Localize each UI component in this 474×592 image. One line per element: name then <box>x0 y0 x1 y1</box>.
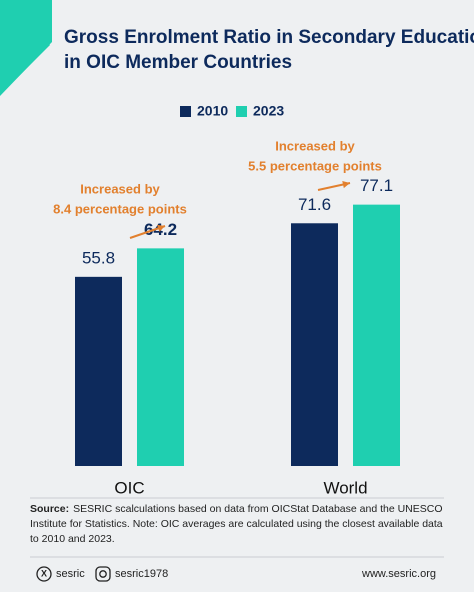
website[interactable]: www.sesric.org <box>361 568 436 580</box>
legend-label: 2023 <box>253 103 284 119</box>
bar <box>291 223 338 466</box>
title-line: in OIC Member Countries <box>64 52 292 73</box>
instagram-icon <box>99 570 107 578</box>
chart-title: Gross Enrolment Ratio in Secondary Educa… <box>64 27 474 73</box>
bar <box>353 204 400 467</box>
bar <box>137 248 184 466</box>
arrow-head <box>157 224 165 232</box>
title-line: Gross Enrolment Ratio in Secondary Educa… <box>64 27 474 48</box>
x-icon-glyph: X <box>41 568 47 578</box>
instagram-handle[interactable]: sesric1978 <box>115 568 168 580</box>
annotation: Increased by <box>80 181 160 196</box>
source-label: Source: <box>30 503 70 515</box>
source: Source: SESRIC scalculations based on dat… <box>30 502 448 547</box>
x-icon <box>36 566 52 582</box>
x-handle[interactable]: sesric <box>56 568 85 580</box>
legend-swatch <box>180 106 191 117</box>
value-label: 55.8 <box>82 248 115 267</box>
value-label: 71.6 <box>298 195 331 214</box>
legend-swatch <box>236 106 247 117</box>
annotation: 8.4 percentage points <box>53 201 187 216</box>
bar <box>75 276 122 466</box>
corner-accent <box>0 0 50 95</box>
source-text: SESRIC scalculations based on data from … <box>30 503 443 545</box>
x-tick-label: World <box>323 478 367 497</box>
x-tick-label: OIC <box>114 478 144 497</box>
instagram-icon <box>95 566 111 582</box>
value-label: 77.1 <box>360 176 393 195</box>
annotation: Increased by <box>275 138 355 153</box>
legend-label: 2010 <box>197 103 228 119</box>
annotation: 5.5 percentage points <box>248 158 382 173</box>
arrow-head <box>342 180 350 189</box>
